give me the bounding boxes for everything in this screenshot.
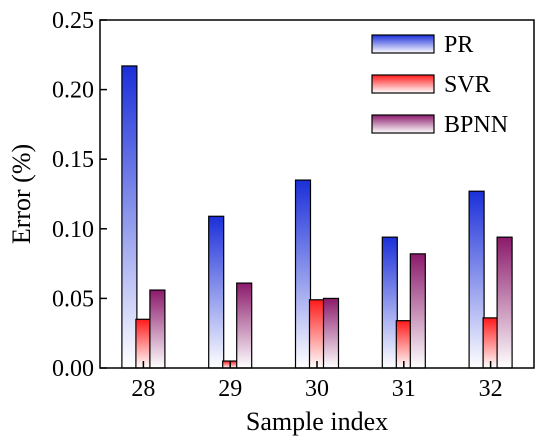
bar-bpnn-30 [322, 297, 340, 369]
x-tick-label: 29 [218, 376, 242, 402]
bar-svr-28 [135, 318, 152, 369]
x-tick-label: 31 [392, 376, 416, 402]
x-axis: 28 29 30 31 32 [131, 361, 503, 402]
x-tick-label: 30 [305, 376, 329, 402]
legend-label-pr: PR [444, 32, 473, 58]
y-tick-label: 0.00 [52, 356, 94, 382]
legend-swatch-svr [371, 74, 435, 94]
bar-bpnn-31 [409, 253, 426, 369]
bar-bpnn-28 [149, 289, 166, 369]
y-axis-label: Error (%) [7, 144, 36, 244]
bar-svr-31 [395, 320, 412, 369]
bar-bpnn-32 [496, 236, 513, 369]
legend: PR SVR BPNN [371, 32, 508, 138]
y-tick-label: 0.15 [52, 147, 94, 173]
bar-bpnn-29 [236, 282, 253, 369]
y-tick-label: 0.05 [52, 286, 94, 312]
x-tick-label: 32 [479, 376, 503, 402]
bar-pr-29 [208, 215, 225, 369]
y-tick-label: 0.10 [52, 217, 94, 243]
bar-svr-32 [482, 317, 499, 369]
bar-pr-32 [468, 190, 485, 369]
y-tick-label: 0.25 [52, 8, 94, 34]
bar-pr-31 [381, 236, 398, 369]
legend-label-bpnn: BPNN [444, 112, 508, 138]
x-axis-label: Sample index [246, 407, 388, 436]
legend-swatch-pr [371, 34, 435, 54]
bar-pr-28 [121, 65, 138, 369]
bar-pr-30 [294, 179, 312, 369]
legend-swatch-bpnn [371, 114, 435, 134]
bar-svr-30 [308, 299, 326, 369]
y-axis: 0.00 0.05 0.10 0.15 0.20 0.25 [52, 8, 107, 382]
y-tick-label: 0.20 [52, 78, 94, 104]
legend-label-svr: SVR [444, 72, 491, 98]
bars-group [121, 65, 513, 369]
x-tick-label: 28 [131, 376, 155, 402]
